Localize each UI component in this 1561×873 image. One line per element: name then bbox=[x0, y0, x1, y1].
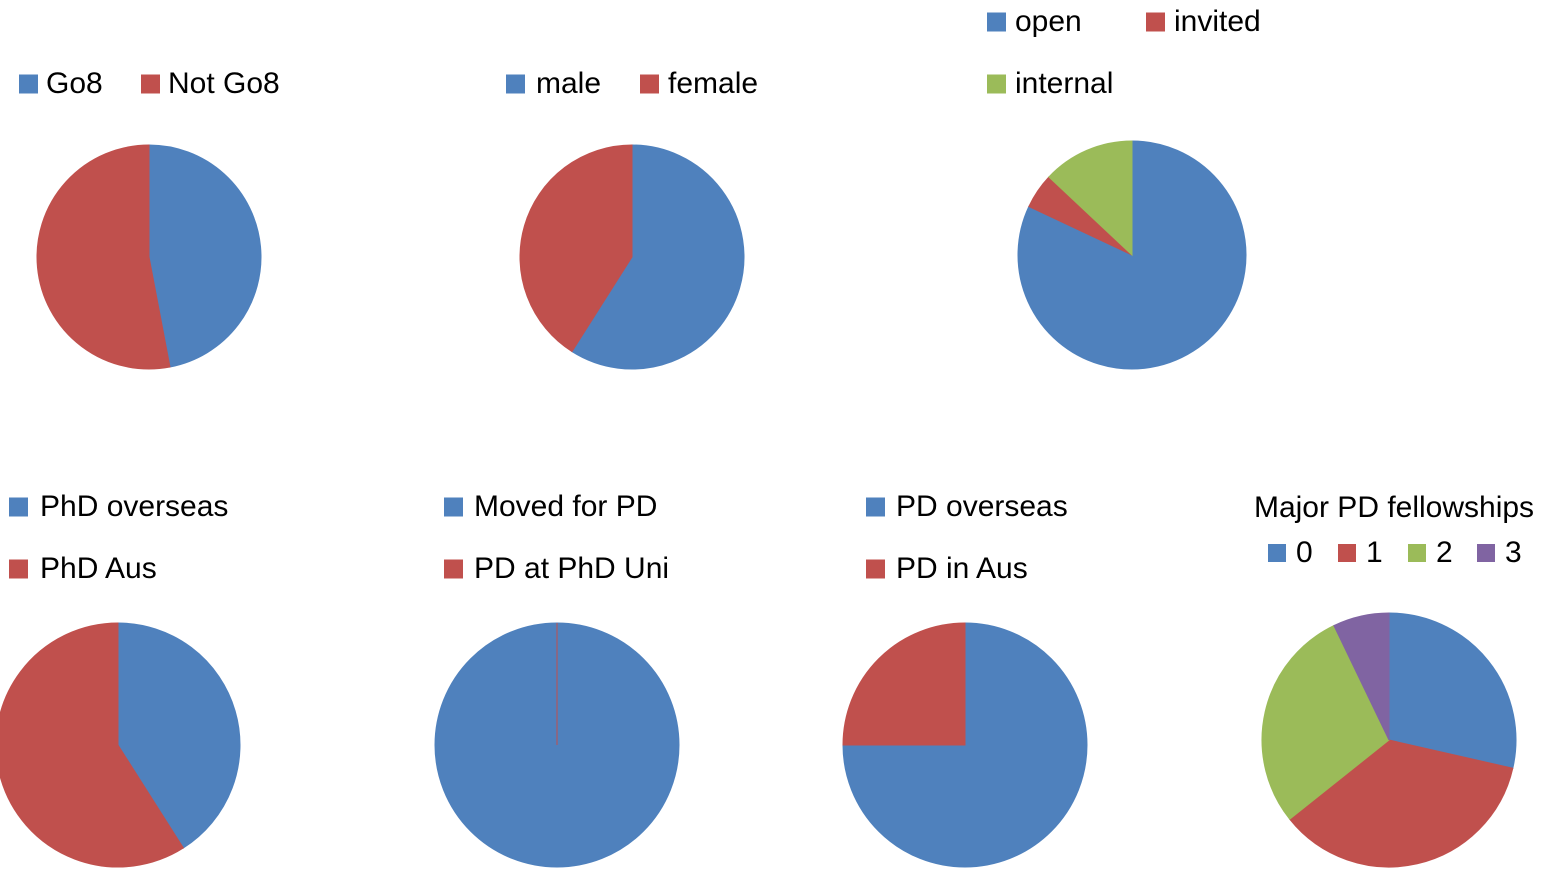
legend-swatch bbox=[866, 497, 885, 517]
legend-swatch bbox=[1477, 544, 1495, 562]
legend-label: invited bbox=[1174, 5, 1261, 38]
pie-slice bbox=[36, 144, 171, 370]
pie-slice bbox=[1261, 624, 1390, 820]
pie-slice bbox=[117, 622, 241, 849]
pie-slice bbox=[1289, 739, 1514, 868]
legend-swatch bbox=[141, 74, 160, 94]
pie-slice bbox=[148, 144, 262, 368]
legend-label: 1 bbox=[1366, 536, 1383, 569]
legend-label: 3 bbox=[1505, 536, 1522, 569]
legend-label: female bbox=[668, 67, 758, 100]
legend-label: male bbox=[536, 67, 601, 100]
legend-label: PD in Aus bbox=[896, 552, 1028, 585]
pie-slice bbox=[519, 144, 633, 353]
legend-swatch bbox=[9, 497, 28, 517]
legend-swatch bbox=[640, 74, 659, 94]
pie-slice bbox=[842, 622, 966, 746]
legend-swatch bbox=[506, 74, 525, 94]
legend-swatch bbox=[987, 12, 1006, 32]
pie-slice bbox=[1388, 612, 1517, 769]
legend-swatch bbox=[444, 497, 463, 517]
legend-label: 2 bbox=[1436, 536, 1453, 569]
pie-slice bbox=[571, 144, 745, 370]
chart-title: Major PD fellowships bbox=[1254, 491, 1534, 524]
legend-label: open bbox=[1015, 5, 1082, 38]
legend-swatch bbox=[444, 559, 463, 579]
legend-label: 0 bbox=[1296, 536, 1313, 569]
legend-label: Go8 bbox=[46, 67, 103, 100]
legend-label: PD overseas bbox=[896, 490, 1068, 523]
legend-label: PhD overseas bbox=[40, 490, 228, 523]
legend-label: PhD Aus bbox=[40, 552, 157, 585]
legend-swatch bbox=[1338, 544, 1356, 562]
legend-swatch bbox=[19, 74, 38, 94]
pie-slice bbox=[0, 622, 185, 868]
legend-swatch bbox=[1146, 12, 1165, 32]
legend-label: PD at PhD Uni bbox=[474, 552, 669, 585]
legend-label: Not Go8 bbox=[168, 67, 280, 100]
legend-swatch bbox=[1408, 544, 1426, 562]
pie-slice bbox=[1048, 140, 1133, 257]
legend-swatch bbox=[987, 74, 1006, 94]
legend-label: internal bbox=[1015, 67, 1113, 100]
legend-swatch bbox=[9, 559, 28, 579]
pie-slice bbox=[1333, 612, 1390, 741]
legend-swatch bbox=[866, 559, 885, 579]
legend-swatch bbox=[1268, 544, 1286, 562]
legend-label: Moved for PD bbox=[474, 490, 657, 523]
